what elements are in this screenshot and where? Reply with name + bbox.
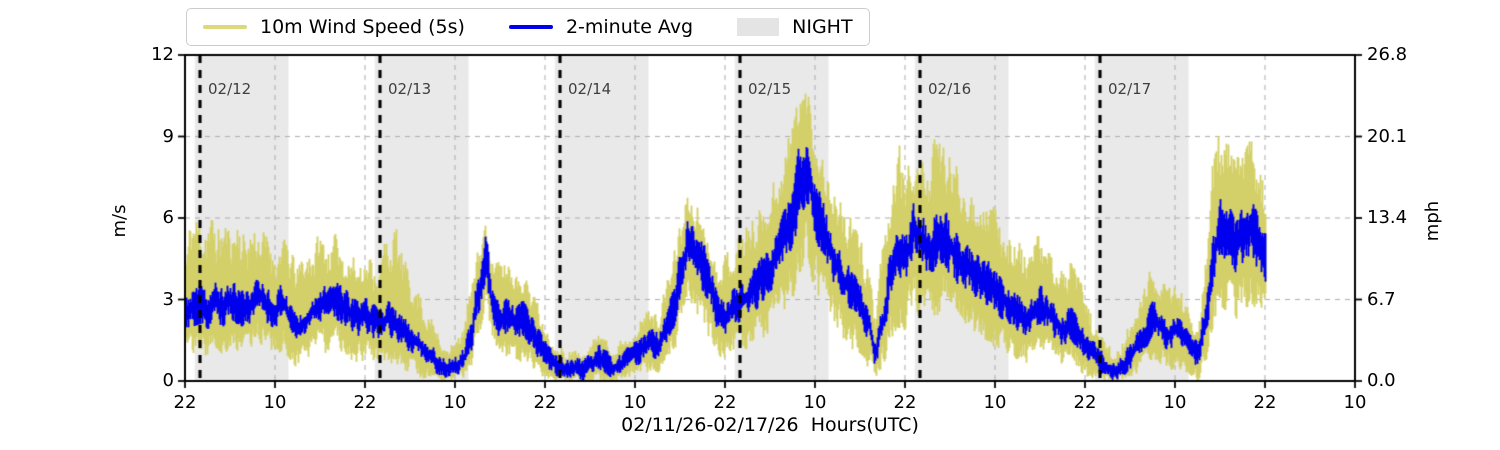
day-marker-label: 02/12: [208, 80, 252, 98]
y-tick-label-left: 12: [151, 44, 174, 65]
chart-legend: 10m Wind Speed (5s) 2-minute Avg NIGHT: [186, 8, 870, 46]
x-tick-label: 10: [1343, 392, 1367, 413]
y-tick-label-right: 0.0: [1367, 370, 1396, 391]
legend-label-night: NIGHT: [792, 16, 853, 38]
night-patch-sample-icon: [737, 18, 780, 36]
y-tick-label-left: 3: [162, 288, 174, 310]
x-tick-label: 22: [533, 392, 557, 413]
x-tick-label: 22: [713, 392, 737, 413]
day-marker-label: 02/15: [748, 80, 792, 98]
x-tick-label: 22: [173, 392, 197, 413]
day-marker-label: 02/13: [388, 80, 432, 98]
legend-item-night: NIGHT: [737, 16, 853, 38]
legend-item-2min-avg: 2-minute Avg: [508, 16, 694, 38]
y-tick-label-right: 26.8: [1367, 44, 1408, 65]
x-axis-label: 02/11/26-02/17/26 Hours(UTC): [621, 414, 919, 436]
legend-label-wind-5s: 10m Wind Speed (5s): [260, 16, 465, 38]
blue-line-sample-icon: [508, 25, 553, 29]
x-tick-label: 10: [803, 392, 827, 413]
y-tick-label-right: 20.1: [1367, 125, 1408, 147]
x-tick-label: 10: [443, 392, 467, 413]
x-tick-label: 22: [353, 392, 377, 413]
x-tick-label: 10: [263, 392, 287, 413]
khaki-line-sample-icon: [203, 25, 247, 29]
x-tick-label: 10: [1163, 392, 1187, 413]
x-tick-label: 22: [893, 392, 917, 413]
x-tick-label: 22: [1253, 392, 1277, 413]
y-tick-label-right: 6.7: [1367, 288, 1396, 310]
day-marker-label: 02/16: [928, 80, 972, 98]
y-tick-label-right: 13.4: [1367, 207, 1408, 228]
y-tick-label-left: 9: [162, 125, 174, 147]
day-marker-label: 02/17: [1108, 80, 1152, 98]
x-tick-label: 22: [1073, 392, 1097, 413]
day-marker-label: 02/14: [568, 80, 612, 98]
legend-label-2min-avg: 2-minute Avg: [565, 16, 694, 38]
y-tick-label-left: 0: [162, 370, 174, 391]
x-tick-label: 10: [983, 392, 1007, 413]
legend-item-wind-5s: 10m Wind Speed (5s): [203, 16, 465, 38]
y-tick-label-left: 6: [162, 207, 174, 228]
x-tick-label: 10: [623, 392, 647, 413]
